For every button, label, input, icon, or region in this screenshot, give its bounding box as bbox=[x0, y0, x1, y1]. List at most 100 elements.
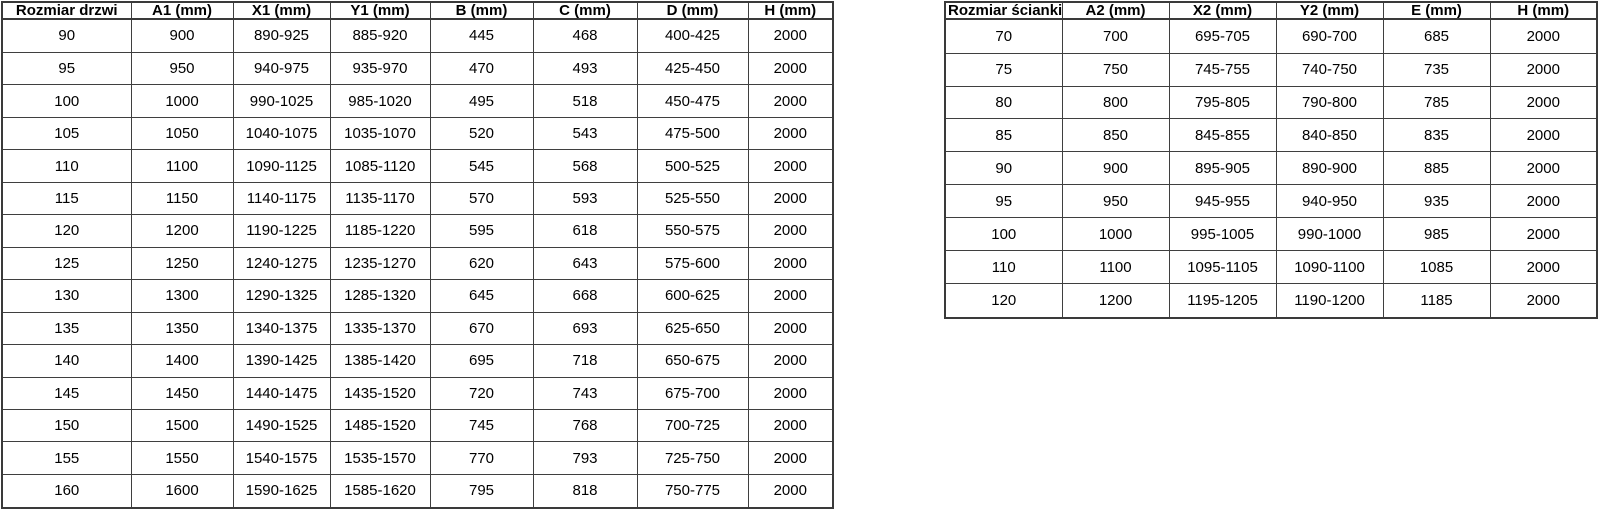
table-cell: 645 bbox=[429, 279, 534, 313]
table-cell: 595 bbox=[429, 214, 534, 248]
table-cell: 690-700 bbox=[1275, 18, 1384, 54]
table-cell: 940-975 bbox=[232, 51, 331, 86]
table-cell: 840-850 bbox=[1275, 118, 1384, 153]
table-cell: 1200 bbox=[130, 214, 234, 248]
table-cell: 945-955 bbox=[1168, 184, 1277, 219]
table-cell: 2000 bbox=[747, 214, 834, 248]
table-cell: 990-1025 bbox=[232, 84, 331, 118]
table-cell: 740-750 bbox=[1275, 52, 1384, 87]
table-cell: 1090-1100 bbox=[1275, 250, 1384, 285]
table-cell: 795-805 bbox=[1168, 85, 1277, 120]
table-cell: 675-700 bbox=[636, 376, 749, 410]
table-cell: 670 bbox=[429, 311, 534, 346]
table-cell: 1050 bbox=[130, 116, 234, 151]
table-cell: 2000 bbox=[747, 116, 834, 151]
door-size-table: Rozmiar drzwi A1 (mm) X1 (mm) Y1 (mm) B (mm)… bbox=[1, 1, 834, 509]
table-cell: 725-750 bbox=[636, 441, 749, 475]
table-cell: 735 bbox=[1382, 52, 1491, 87]
table-row: 85 850 845-855 840-850 835 2000 bbox=[944, 118, 1598, 153]
table-cell: 940-950 bbox=[1275, 184, 1384, 219]
table-cell: 1550 bbox=[130, 441, 234, 475]
table-cell: 145 bbox=[1, 376, 132, 410]
table-cell: 1095-1105 bbox=[1168, 250, 1277, 285]
table-row: 100 1000 995-1005 990-1000 985 2000 bbox=[944, 217, 1598, 252]
column-header: X1 (mm) bbox=[232, 1, 331, 20]
table-cell: 790-800 bbox=[1275, 85, 1384, 120]
table-cell: 1600 bbox=[130, 473, 234, 509]
table-row: 80 800 795-805 790-800 785 2000 bbox=[944, 85, 1598, 120]
column-header: E (mm) bbox=[1382, 1, 1491, 20]
table-cell: 570 bbox=[429, 181, 534, 216]
table-cell: 2000 bbox=[747, 344, 834, 378]
table-cell: 110 bbox=[944, 250, 1063, 285]
table-cell: 90 bbox=[944, 151, 1063, 186]
table-cell: 2000 bbox=[747, 311, 834, 346]
column-header: H (mm) bbox=[747, 1, 834, 20]
table-cell: 718 bbox=[532, 344, 638, 378]
table-cell: 120 bbox=[944, 283, 1063, 319]
column-header: A1 (mm) bbox=[130, 1, 234, 20]
table-cell: 845-855 bbox=[1168, 118, 1277, 153]
table-cell: 1540-1575 bbox=[232, 441, 331, 475]
table-cell: 1390-1425 bbox=[232, 344, 331, 378]
table-cell: 1385-1420 bbox=[329, 344, 431, 378]
table-cell: 785 bbox=[1382, 85, 1491, 120]
table-cell: 130 bbox=[1, 279, 132, 313]
table-cell: 2000 bbox=[747, 441, 834, 475]
table-cell: 1135-1170 bbox=[329, 181, 431, 216]
column-header: C (mm) bbox=[532, 1, 638, 20]
table-row: 140 1400 1390-1425 1385-1420 695 718 650-675 20… bbox=[1, 344, 834, 378]
column-header: Rozmiar ścianki bbox=[944, 1, 1063, 20]
table-cell: 95 bbox=[1, 51, 132, 86]
table-cell: 985 bbox=[1382, 217, 1491, 252]
table-cell: 105 bbox=[1, 116, 132, 151]
table-cell: 1435-1520 bbox=[329, 376, 431, 410]
table-cell: 885 bbox=[1382, 151, 1491, 186]
table-row: 110 1100 1095-1105 1090-1100 1085 2000 bbox=[944, 250, 1598, 285]
table-cell: 2000 bbox=[1489, 184, 1598, 219]
table-cell: 720 bbox=[429, 376, 534, 410]
table-cell: 1535-1570 bbox=[329, 441, 431, 475]
table-cell: 750-775 bbox=[636, 473, 749, 509]
table-row: 90 900 890-925 885-920 445 468 400-425 2000 bbox=[1, 18, 834, 53]
table-cell: 995-1005 bbox=[1168, 217, 1277, 252]
table-row: 130 1300 1290-1325 1285-1320 645 668 600-625 20… bbox=[1, 279, 834, 313]
table-cell: 2000 bbox=[747, 149, 834, 183]
table-cell: 2000 bbox=[1489, 118, 1598, 153]
table-cell: 700 bbox=[1061, 18, 1170, 54]
column-header: X2 (mm) bbox=[1168, 1, 1277, 20]
table-cell: 1100 bbox=[1061, 250, 1170, 285]
table-cell: 900 bbox=[1061, 151, 1170, 186]
table-cell: 1140-1175 bbox=[232, 181, 331, 216]
table-cell: 885-920 bbox=[329, 18, 431, 53]
table-cell: 1235-1270 bbox=[329, 246, 431, 281]
table-cell: 100 bbox=[1, 84, 132, 118]
table-cell: 1300 bbox=[130, 279, 234, 313]
table-cell: 2000 bbox=[747, 51, 834, 86]
door-size-table-grid: Rozmiar drzwi A1 (mm) X1 (mm) Y1 (mm) B (mm)… bbox=[1, 1, 834, 509]
table-row: 95 950 945-955 940-950 935 2000 bbox=[944, 184, 1598, 219]
table-cell: 1085 bbox=[1382, 250, 1491, 285]
table-row: 75 750 745-755 740-750 735 2000 bbox=[944, 52, 1598, 87]
table-cell: 745-755 bbox=[1168, 52, 1277, 87]
table-cell: 475-500 bbox=[636, 116, 749, 151]
table-cell: 518 bbox=[532, 84, 638, 118]
table-cell: 695-705 bbox=[1168, 18, 1277, 54]
table-row: 120 1200 1190-1225 1185-1220 595 618 550-575 20… bbox=[1, 214, 834, 248]
table-cell: 493 bbox=[532, 51, 638, 86]
table-cell: 1335-1370 bbox=[329, 311, 431, 346]
table-cell: 1400 bbox=[130, 344, 234, 378]
header-row: Rozmiar ścianki A2 (mm) X2 (mm) Y2 (mm) E (m… bbox=[944, 1, 1598, 20]
table-cell: 2000 bbox=[1489, 217, 1598, 252]
table-cell: 1250 bbox=[130, 246, 234, 281]
table-cell: 1185 bbox=[1382, 283, 1491, 319]
table-cell: 818 bbox=[532, 473, 638, 509]
table-row: 160 1600 1590-1625 1585-1620 795 818 750-775 20… bbox=[1, 473, 834, 509]
table-cell: 1190-1225 bbox=[232, 214, 331, 248]
table-cell: 685 bbox=[1382, 18, 1491, 54]
table-cell: 1150 bbox=[130, 181, 234, 216]
table-cell: 800 bbox=[1061, 85, 1170, 120]
table-cell: 125 bbox=[1, 246, 132, 281]
table-cell: 110 bbox=[1, 149, 132, 183]
table-cell: 1000 bbox=[130, 84, 234, 118]
